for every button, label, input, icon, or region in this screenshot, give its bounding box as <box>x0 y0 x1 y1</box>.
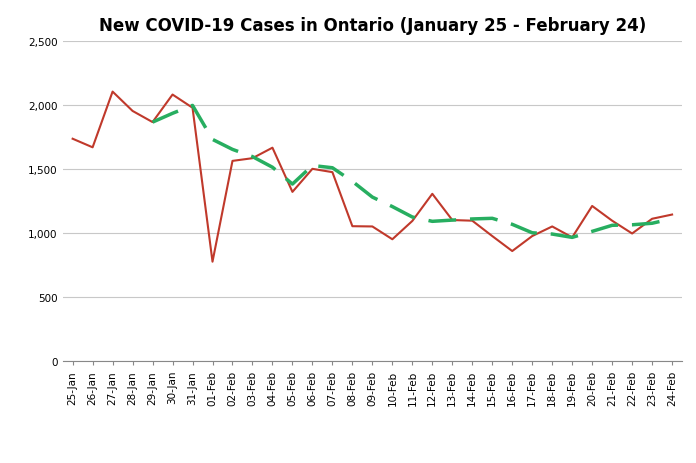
Title: New COVID-19 Cases in Ontario (January 25 - February 24): New COVID-19 Cases in Ontario (January 2… <box>99 17 646 35</box>
